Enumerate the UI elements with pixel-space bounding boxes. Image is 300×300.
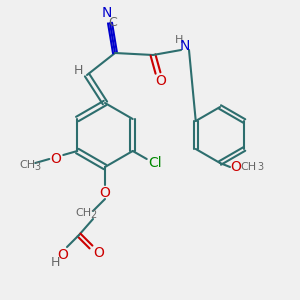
Text: 3: 3: [257, 162, 263, 172]
Text: CH: CH: [19, 160, 35, 170]
Text: O: O: [50, 152, 61, 166]
Text: C: C: [109, 16, 117, 28]
Text: N: N: [102, 6, 112, 20]
Text: 3: 3: [34, 162, 40, 172]
Text: Cl: Cl: [148, 156, 161, 170]
Text: H: H: [175, 35, 183, 45]
Text: H: H: [73, 64, 83, 77]
Text: O: O: [156, 74, 167, 88]
Text: O: O: [94, 246, 104, 260]
Text: O: O: [231, 160, 242, 174]
Text: CH: CH: [240, 162, 256, 172]
Text: O: O: [100, 186, 110, 200]
Text: O: O: [58, 248, 68, 262]
Text: CH: CH: [75, 208, 91, 218]
Text: H: H: [50, 256, 60, 269]
Text: N: N: [180, 39, 190, 53]
Text: 2: 2: [90, 210, 96, 220]
